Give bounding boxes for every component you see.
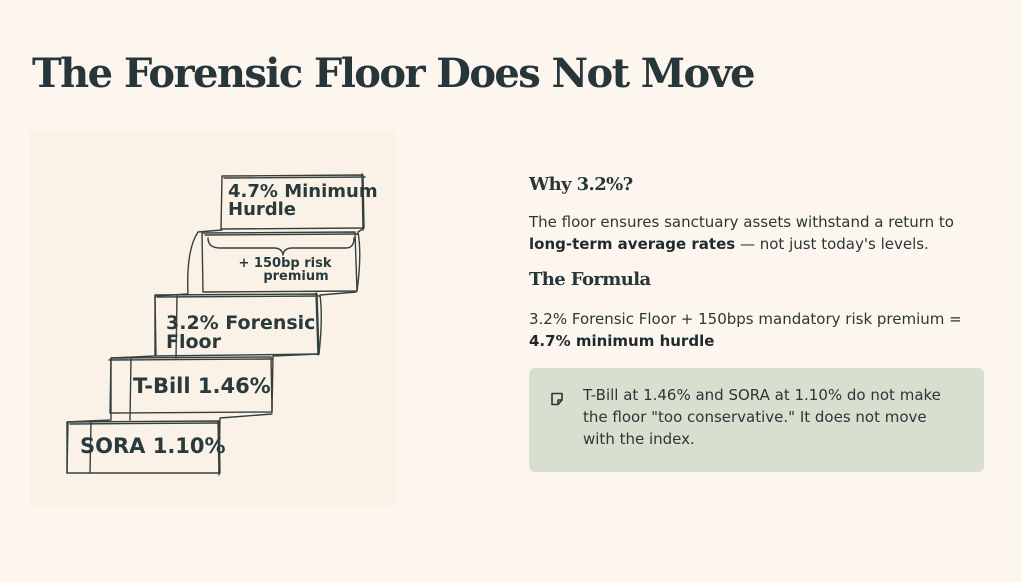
floor-label-line2: Floor (166, 331, 221, 353)
formula-heading: The Formula (529, 269, 651, 290)
why-text-bold: long-term average rates (529, 235, 736, 253)
why-heading: Why 3.2%? (529, 174, 633, 195)
premium-label: + 150bp risk premium (235, 257, 335, 283)
hurdle-label-line2: Hurdle (228, 199, 297, 220)
hurdle-label-line1: 4.7% Minimum (228, 181, 378, 202)
why-text-part2: — not just today's levels. (735, 235, 929, 253)
why-text-part1: The floor ensures sanctuary assets withs… (529, 213, 954, 231)
staircase-sketch (66, 173, 366, 476)
staircase-diagram: SORA 1.10% T-Bill 1.46% 3.2% Forensic Fl… (30, 130, 396, 506)
hurdle-label: 4.7% Minimum Hurdle (228, 183, 378, 219)
floor-label-line1: 3.2% Forensic (166, 312, 316, 334)
note-icon (549, 391, 565, 412)
stair-lines (66, 227, 365, 474)
premium-label-line2: premium (263, 269, 329, 284)
floor-label: 3.2% Forensic Floor (166, 314, 315, 352)
formula-text: 3.2% Forensic Floor + 150bps mandatory r… (529, 308, 984, 352)
formula-text-part1: 3.2% Forensic Floor + 150bps mandatory r… (529, 310, 962, 328)
sora-label: SORA 1.10% (80, 434, 226, 458)
brace (207, 237, 355, 256)
callout-box: T-Bill at 1.46% and SORA at 1.10% do not… (529, 368, 984, 472)
page-title: The Forensic Floor Does Not Move (32, 50, 756, 97)
formula-text-bold: 4.7% minimum hurdle (529, 332, 715, 350)
premium-label-line1: + 150bp risk (238, 256, 332, 271)
callout-text: T-Bill at 1.46% and SORA at 1.10% do not… (583, 386, 941, 448)
tbill-label: T-Bill 1.46% (133, 374, 271, 398)
why-text: The floor ensures sanctuary assets withs… (529, 211, 984, 255)
